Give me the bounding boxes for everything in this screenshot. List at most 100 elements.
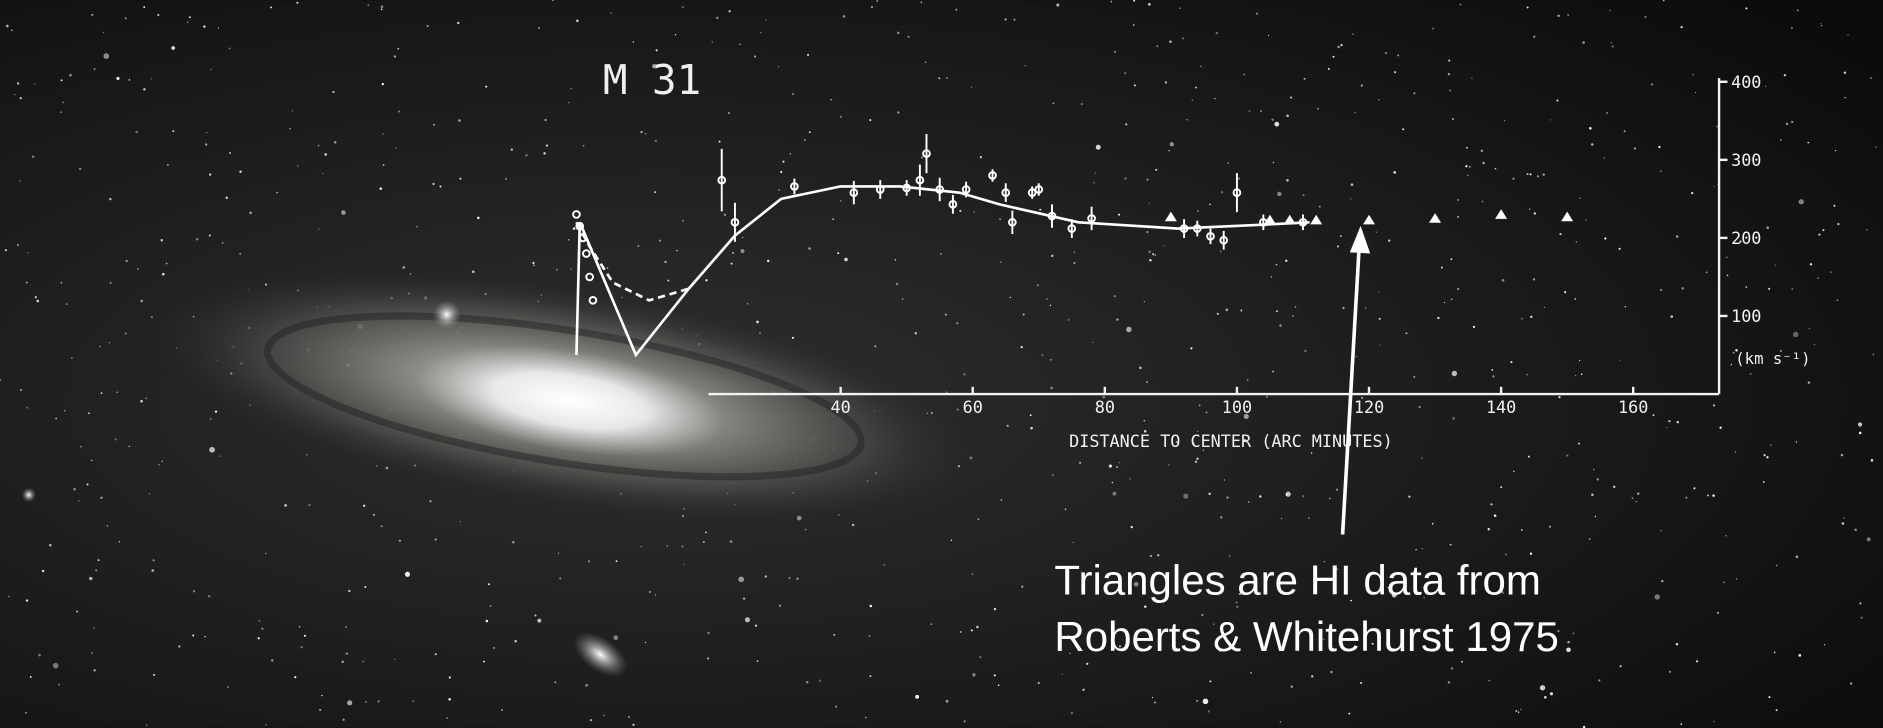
star <box>210 68 212 71</box>
star <box>377 700 380 703</box>
star <box>373 513 375 516</box>
star <box>271 659 274 662</box>
star <box>1201 613 1204 617</box>
star <box>1537 645 1540 648</box>
star <box>1807 141 1810 144</box>
star <box>1471 77 1473 79</box>
star <box>1169 40 1172 44</box>
star <box>1725 534 1727 537</box>
star <box>305 453 308 456</box>
companion-galaxy <box>432 300 462 330</box>
star <box>228 47 231 50</box>
star <box>1061 673 1063 675</box>
star <box>1606 111 1609 114</box>
star <box>1050 358 1052 361</box>
fit-curve <box>575 185 1310 358</box>
star <box>1582 41 1585 44</box>
star <box>780 170 783 174</box>
star <box>782 160 785 163</box>
star <box>16 243 19 246</box>
star <box>1768 287 1771 290</box>
star <box>1021 585 1024 588</box>
star <box>1594 515 1597 518</box>
star <box>1070 638 1073 641</box>
star <box>1118 213 1121 216</box>
star <box>977 518 980 520</box>
star <box>1866 228 1868 231</box>
star <box>1869 77 1872 80</box>
data-point <box>572 210 581 219</box>
star <box>1492 375 1495 378</box>
star <box>1660 170 1662 173</box>
star <box>71 357 73 359</box>
star <box>1734 451 1737 453</box>
star <box>145 397 148 400</box>
star <box>1118 461 1121 464</box>
star <box>1766 456 1769 459</box>
star <box>227 686 229 688</box>
star <box>187 21 189 23</box>
star <box>1393 171 1396 174</box>
star <box>1723 581 1725 584</box>
star <box>871 6 873 8</box>
star <box>1124 177 1127 180</box>
star <box>1557 14 1560 18</box>
star <box>1440 266 1443 269</box>
star <box>1093 182 1096 184</box>
star <box>1843 71 1847 75</box>
star <box>567 238 570 241</box>
star <box>1529 173 1532 176</box>
y-tick-label: 100 <box>1731 306 1761 326</box>
star <box>1591 493 1594 497</box>
star <box>0 378 2 382</box>
star <box>959 630 962 633</box>
star <box>742 597 746 600</box>
star <box>1146 178 1149 181</box>
star <box>1481 200 1484 203</box>
star <box>683 563 686 566</box>
star <box>1405 332 1408 335</box>
star <box>172 130 175 133</box>
data-point <box>961 185 971 194</box>
star <box>91 459 93 462</box>
star <box>1566 647 1571 653</box>
hi-triangle <box>1561 211 1574 222</box>
star <box>963 373 966 376</box>
star <box>1322 638 1325 641</box>
star <box>1146 381 1148 383</box>
star <box>1125 123 1128 126</box>
star <box>1202 698 1209 705</box>
star <box>1818 233 1821 236</box>
star <box>1668 670 1672 673</box>
star <box>1635 500 1637 503</box>
star <box>249 211 252 215</box>
plot: 40 60 80 100 120 140 160 100 200 300 400 <box>572 72 1761 417</box>
star <box>367 4 370 7</box>
data-point <box>585 272 594 282</box>
star <box>1713 404 1716 407</box>
star <box>1082 444 1084 447</box>
star <box>347 700 353 706</box>
star <box>1286 178 1289 182</box>
star <box>1844 96 1846 99</box>
star <box>1792 331 1799 338</box>
star <box>1332 55 1335 58</box>
x-tick-label: 40 <box>831 397 851 417</box>
star <box>135 130 138 134</box>
star <box>514 640 517 643</box>
star <box>1798 654 1802 657</box>
star <box>1221 191 1224 194</box>
star <box>842 15 846 18</box>
star <box>938 77 941 80</box>
star <box>1870 459 1874 462</box>
star <box>60 282 63 284</box>
fit-curve <box>575 221 690 302</box>
star <box>1634 147 1636 150</box>
star <box>792 93 794 95</box>
star <box>1618 247 1621 250</box>
star <box>837 252 840 255</box>
data-point <box>730 217 740 227</box>
star <box>1579 360 1581 362</box>
star <box>86 483 89 486</box>
star <box>1866 537 1871 542</box>
